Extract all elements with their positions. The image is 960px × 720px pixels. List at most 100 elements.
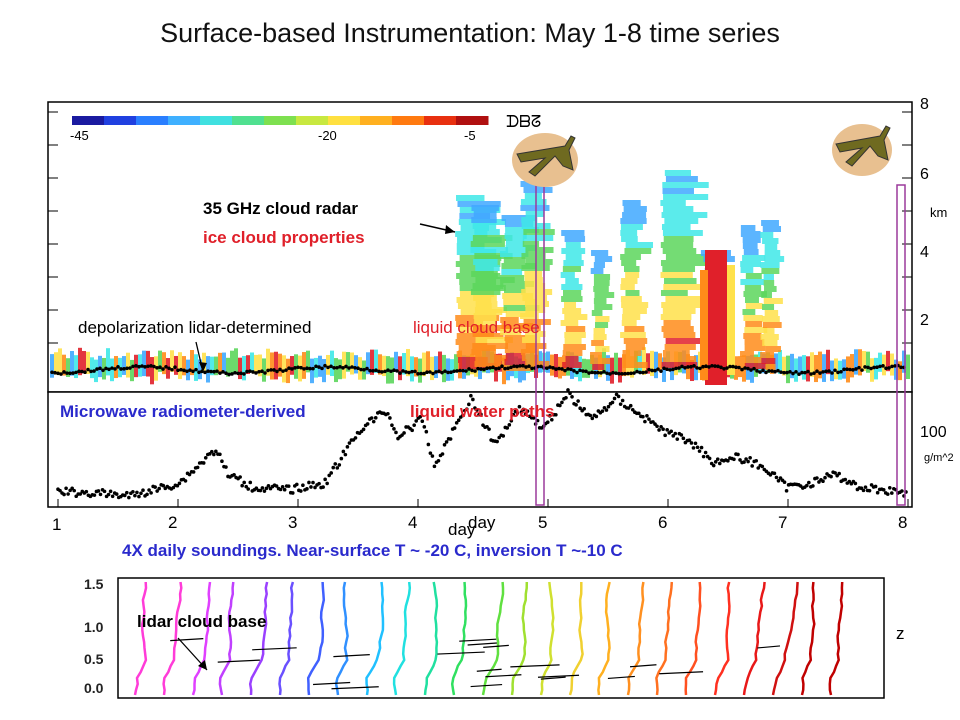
lwp-point: [681, 436, 686, 441]
radar-cell: [744, 285, 762, 291]
lwp-point: [108, 489, 113, 494]
lidar-cloud-base-point: [785, 370, 789, 375]
radar-cell: [662, 248, 697, 254]
lidar-cloud-base-point: [809, 372, 813, 376]
lwp-point: [748, 455, 752, 460]
radar-cell: [503, 257, 526, 263]
radar-cell: [522, 337, 541, 343]
colorbar-segment: [104, 116, 137, 125]
lidar-cloud-base-point: [128, 366, 132, 370]
radar-cell: [565, 254, 582, 260]
lidar-cloud-base-point: [563, 368, 567, 373]
lidar-cloud-base-point: [722, 367, 726, 371]
lwp-point: [183, 479, 188, 483]
radar-cell: [744, 297, 759, 303]
lidar-cloud-base-point: [77, 369, 81, 374]
radar-cell: [782, 356, 786, 376]
sounding-profile: [742, 581, 766, 696]
lidar-cloud-base-point: [215, 369, 219, 373]
lidar-cloud-base-point: [668, 368, 672, 372]
radar-cell: [665, 296, 707, 302]
lwp-point: [412, 423, 416, 427]
lwp-point: [442, 443, 447, 447]
lidar-cloud-base-point: [539, 364, 543, 369]
radar-cell: [660, 242, 694, 248]
radar-cell: [760, 352, 775, 358]
radar-cell: [662, 188, 694, 194]
radar-cell: [457, 303, 492, 309]
lidar-cloud-base-label: lidar cloud base: [137, 612, 267, 631]
sounding-mark: [217, 659, 260, 663]
lwp-point: [746, 459, 750, 464]
lwp-point: [742, 460, 746, 464]
lwp-point: [695, 445, 700, 450]
radar-cell: [591, 310, 603, 316]
lwp-point: [564, 395, 568, 400]
lidar-cloud-base-point: [662, 366, 666, 371]
lidar-cloud-base-point: [707, 365, 711, 369]
radar-cell: [625, 272, 640, 278]
radar-cell: [501, 263, 536, 269]
lwp-point: [264, 486, 269, 491]
radar-cell: [278, 353, 282, 377]
sounding-mark: [540, 676, 566, 680]
radar-cell: [621, 320, 637, 326]
radar-cell: [504, 287, 526, 293]
lidar-cloud-base-point: [572, 369, 576, 373]
radar-cell: [762, 304, 775, 310]
radar-cell: [740, 225, 756, 231]
sounding-profile: [248, 581, 269, 696]
sounding-mark: [467, 642, 497, 646]
radar-cell: [745, 303, 763, 309]
lwp-point: [325, 481, 329, 486]
sounding-profile: [191, 581, 212, 696]
radar-cell: [520, 349, 539, 355]
lidar-annotation-prefix: depolarization lidar-determined: [78, 318, 312, 337]
colorbar-segment: [456, 116, 489, 125]
lidar-cloud-base-point: [137, 364, 141, 369]
lidar-cloud-base-point: [689, 364, 693, 369]
radar-cell: [690, 359, 694, 382]
lwp-point: [756, 466, 761, 470]
radar-cell: [862, 351, 866, 372]
lwp-point: [345, 445, 350, 449]
lwp-point: [149, 491, 153, 495]
radar-cell: [500, 329, 522, 335]
radar-cell: [590, 268, 604, 274]
lidar-cloud-base-point: [839, 369, 843, 374]
lwp-point: [487, 427, 491, 431]
lwp-point: [262, 489, 267, 493]
lwp-point: [420, 419, 425, 424]
lwp-point: [717, 461, 722, 466]
radar-cell: [745, 273, 762, 279]
radar-cell: [473, 211, 497, 217]
lwp-point: [560, 400, 564, 405]
radar-cell: [90, 357, 94, 379]
lidar-cloud-base-point: [782, 370, 786, 375]
lwp-point: [290, 491, 295, 495]
lwp-point: [887, 486, 892, 490]
lwp-point: [242, 480, 246, 485]
radar-cell: [521, 217, 538, 223]
lidar-cloud-base-point: [665, 367, 669, 372]
radar-cell: [622, 314, 641, 320]
lidar-cloud-base-point: [113, 367, 117, 371]
radar-cell: [162, 352, 166, 375]
radar-cell: [622, 362, 648, 368]
lidar-cloud-base-point: [617, 371, 621, 376]
radar-cell: [523, 229, 555, 235]
lwp-point: [96, 489, 101, 493]
sounding-mark: [333, 653, 370, 658]
radar-precip-edge: [700, 270, 708, 380]
lwp-point: [545, 420, 550, 425]
lidar-cloud-base-point: [596, 370, 600, 375]
lwp-point: [141, 488, 145, 493]
lwp-point: [418, 414, 423, 419]
radar-cell: [625, 344, 645, 350]
lidar-cloud-base-point: [554, 367, 558, 371]
radar-cell: [106, 348, 110, 376]
lidar-cloud-base-point: [467, 367, 471, 371]
lwp-point: [738, 458, 742, 462]
lwp-point: [471, 397, 475, 402]
lwp-point: [628, 403, 633, 408]
